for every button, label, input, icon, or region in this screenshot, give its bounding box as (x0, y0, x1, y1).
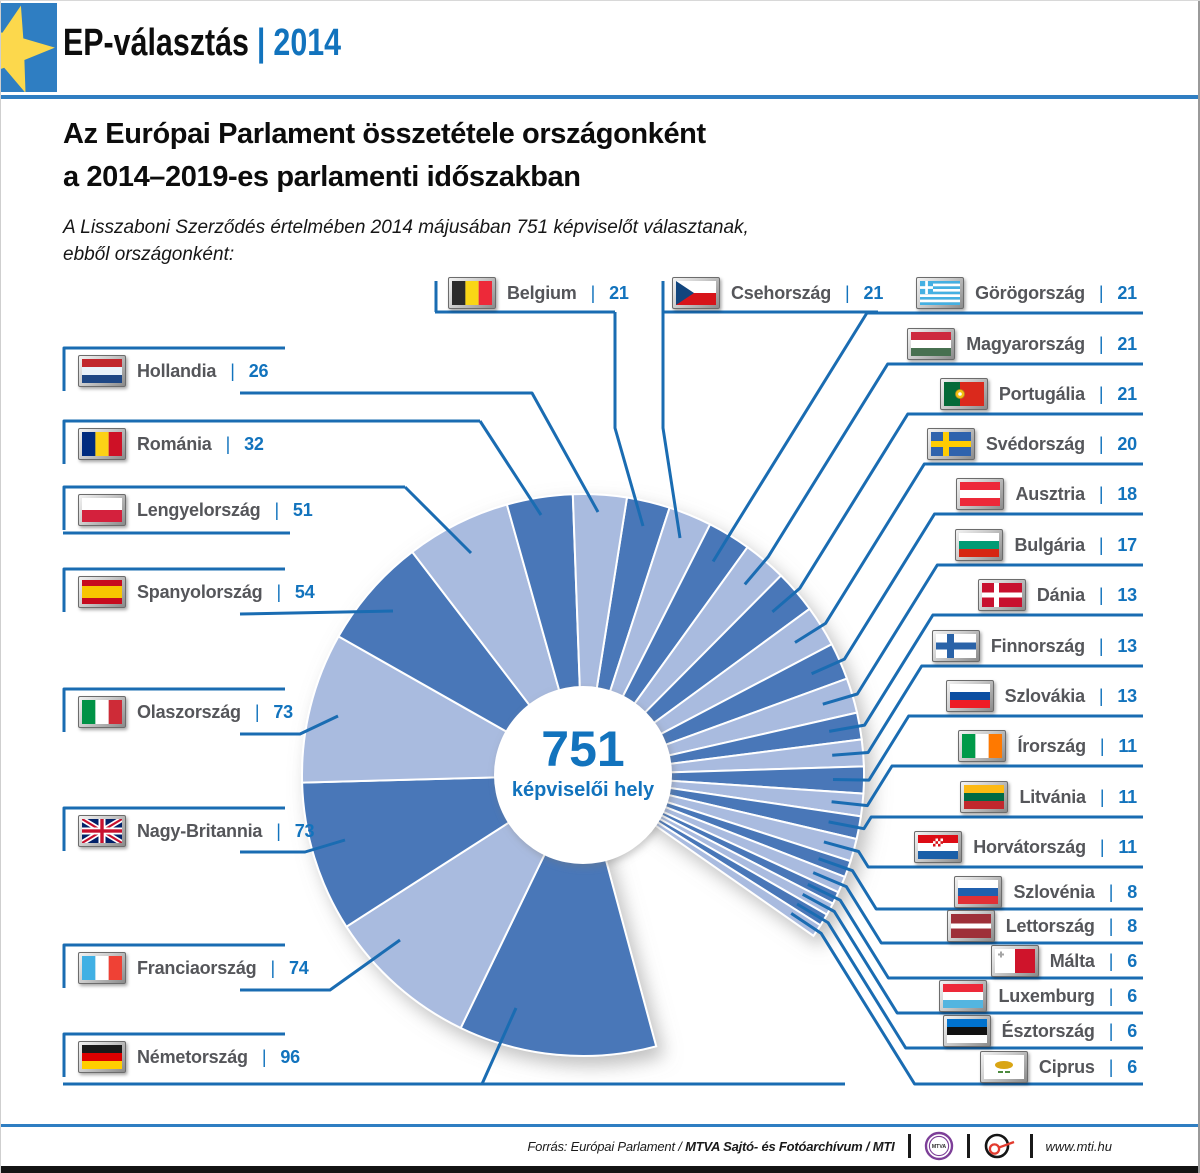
main-title-line1: Az Európai Parlament összetétele országo… (63, 118, 706, 150)
page-right-border (1198, 0, 1200, 1173)
header-year: 2014 (273, 22, 342, 64)
source-mti: MTI (872, 1138, 895, 1154)
pie-center-label: 751 képviselői hely (463, 723, 703, 802)
footer-rule (0, 1124, 1200, 1127)
main-title-line2: a 2014–2019-es parlamenti időszakban (63, 161, 581, 193)
page-header-title: EP-választás | 2014 (63, 22, 341, 65)
total-seats-value: 751 (541, 721, 625, 777)
source-credit: Forrás: Európai Parlament / MTVA Sajtó- … (527, 1139, 894, 1154)
source-agency: MTVA Sajtó- és Fotóarchívum (685, 1138, 863, 1154)
eu-flag-badge (0, 3, 57, 92)
footer: Forrás: Európai Parlament / MTVA Sajtó- … (527, 1128, 1112, 1164)
mti-logo-icon (984, 1133, 1014, 1159)
header-brand: EP-választás (63, 22, 249, 64)
total-seats-caption: képviselői hely (511, 778, 655, 801)
eu-star-icon (0, 5, 55, 92)
website-link[interactable]: www.mti.hu (1045, 1138, 1112, 1154)
page-top-border (0, 0, 1200, 1)
page-left-border (0, 0, 1, 1173)
footer-black-bar (0, 1166, 1200, 1173)
footer-divider (966, 1134, 970, 1158)
header-rule (0, 95, 1200, 99)
svg-text:MTVA: MTVA (931, 1144, 946, 1150)
footer-divider (1029, 1134, 1033, 1158)
subtitle-line2: ebből országonként: (63, 244, 235, 265)
source-separator: / (865, 1138, 870, 1154)
subtitle-line1: A Lisszaboni Szerződés értelmében 2014 m… (63, 217, 749, 238)
mtva-logo-icon: MTVA (924, 1131, 953, 1161)
header-separator: | (256, 22, 266, 64)
source-prefix: Forrás: Európai Parlament / (527, 1138, 682, 1154)
footer-divider (907, 1134, 911, 1158)
